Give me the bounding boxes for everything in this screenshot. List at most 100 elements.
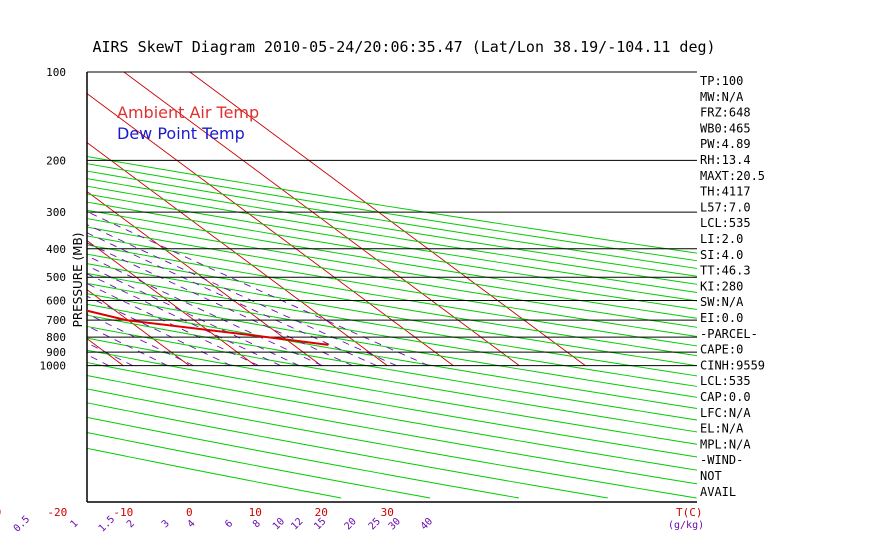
side-panel-line: SI:4.0	[700, 248, 743, 262]
side-panel-line: -PARCEL-	[700, 327, 758, 341]
side-panel-line: LFC:N/A	[700, 406, 751, 420]
mixing-ratio-tick-label: 3	[160, 518, 172, 530]
side-panel-line: MPL:N/A	[700, 437, 751, 451]
mixing-ratio-line	[87, 232, 377, 367]
dry-adiabat-line	[87, 201, 697, 302]
pressure-tick-label: 1000	[40, 360, 67, 373]
dry-adiabat-line	[87, 193, 697, 293]
mixing-ratio-tick-label: 1	[69, 518, 81, 530]
mixing-ratio-line	[87, 342, 133, 367]
side-panel-line: L57:7.0	[700, 200, 751, 214]
mixing-ratio-line	[87, 224, 397, 367]
side-panel-line: CINH:9559	[700, 358, 765, 372]
dry-adiabat-line	[87, 244, 697, 347]
dry-adiabat-line	[87, 235, 697, 337]
bottom-temp-tick-label: 20	[315, 506, 328, 519]
isotherm-line	[87, 142, 388, 366]
legend-ambient-air-temp: Ambient Air Temp	[117, 103, 259, 122]
ambient-temp-line	[87, 309, 329, 346]
mixing-ratio-line	[87, 211, 429, 367]
bottom-temp-tick-label: -30	[0, 506, 1, 519]
dry-adiabat-line	[87, 218, 697, 319]
side-panel-line: FRZ:648	[700, 106, 751, 120]
pressure-tick-label: 700	[46, 314, 66, 327]
side-panel-line: EI:0.0	[700, 311, 743, 325]
side-panel-line: AVAIL	[700, 485, 736, 499]
side-panel-line: WB0:465	[700, 121, 751, 135]
side-panel-line: LCL:535	[700, 216, 751, 230]
plot-frame	[86, 72, 697, 503]
pressure-tick-label: 600	[46, 294, 66, 307]
side-panel-line: RH:13.4	[700, 153, 751, 167]
isotherm-line	[123, 72, 520, 366]
dry-adiabat-line	[87, 375, 697, 485]
y-axis-label: PRESSURE (MB)	[71, 233, 85, 328]
bottom-temp-tick-label: -10	[113, 506, 133, 519]
side-panel-line: TH:4117	[700, 185, 751, 199]
mixing-ratio-tick-label: 20	[343, 516, 359, 532]
pressure-tick-label: 300	[46, 206, 66, 219]
dry-adiabat-line	[87, 349, 697, 458]
pressure-tick-label: 900	[46, 346, 66, 359]
side-panel-line: KI:280	[700, 279, 743, 293]
dry-adiabat-line	[87, 402, 608, 499]
side-panel-line: TP:100	[700, 74, 743, 88]
dry-adiabat-line	[87, 337, 697, 445]
mixing-ratio-tick-label: 4	[186, 518, 198, 530]
mixing-ratio-tick-label: 6	[223, 518, 235, 530]
side-panel-line: SW:N/A	[700, 295, 744, 309]
dry-adiabat-line	[87, 209, 697, 310]
pressure-tick-label: 100	[46, 66, 66, 79]
dry-adiabat-line	[87, 253, 697, 357]
bottom-temp-tick-label: 10	[249, 506, 262, 519]
side-panel-line: TT:46.3	[700, 264, 751, 278]
side-panel-line: -WIND-	[700, 453, 743, 467]
side-panel-line: EL:N/A	[700, 422, 744, 436]
mixing-ratio-tick-label: 40	[419, 516, 435, 532]
pressure-tick-label: 500	[46, 271, 66, 284]
bottom-temp-tick-label: 0	[186, 506, 193, 519]
side-panel-line: LI:2.0	[700, 232, 743, 246]
profiles	[87, 309, 329, 346]
mixing-ratio-tick-label: 10	[271, 516, 287, 532]
isotherm-line	[87, 240, 256, 366]
mixing-ratio-tick-label: 8	[251, 518, 263, 530]
dry-adiabat-line	[87, 362, 697, 471]
mixing-ratio-line	[0, 72, 24, 366]
dry-adiabat-line	[87, 226, 697, 328]
dry-adiabat-line	[87, 282, 697, 387]
dry-adiabat-line	[87, 388, 697, 499]
side-panel-line: MAXT:20.5	[700, 169, 765, 183]
chart-title: AIRS SkewT Diagram 2010-05-24/20:06:35.4…	[92, 38, 715, 56]
isobars	[87, 71, 697, 367]
mixing-ratio-line	[87, 242, 353, 367]
dry-adiabat-line	[87, 416, 519, 499]
isotherm-line	[87, 93, 454, 366]
background-lines	[0, 72, 697, 499]
side-panel-line: CAP:0.0	[700, 390, 751, 404]
side-panel-line: MW:N/A	[700, 90, 744, 104]
pressure-tick-label: 800	[46, 331, 66, 344]
bottom-axis-unit-label: T(C)	[676, 506, 703, 519]
side-panel-line: NOT	[700, 469, 722, 483]
isotherm-line	[87, 191, 322, 366]
dry-adiabat-line	[87, 272, 697, 377]
side-panel-line: CAPE:0	[700, 343, 743, 357]
pressure-tick-label: 200	[46, 154, 66, 167]
dry-adiabat-line	[87, 263, 697, 367]
pressure-tick-label: 400	[46, 243, 66, 256]
side-panel-line: LCL:535	[700, 374, 751, 388]
isotherm-line	[87, 289, 190, 366]
mixing-ratio-tick-label: 2	[125, 518, 137, 530]
mixing-ratio-tick-label: 0.5	[12, 514, 33, 535]
isotherm-line	[189, 72, 586, 366]
bottom-temp-tick-label: -20	[47, 506, 67, 519]
bottom-temp-tick-label: 30	[381, 506, 394, 519]
mixing-ratio-unit-label: (g/kg)	[668, 520, 704, 531]
side-panel-line: PW:4.89	[700, 137, 751, 151]
legend-dew-point-temp: Dew Point Temp	[117, 124, 245, 143]
